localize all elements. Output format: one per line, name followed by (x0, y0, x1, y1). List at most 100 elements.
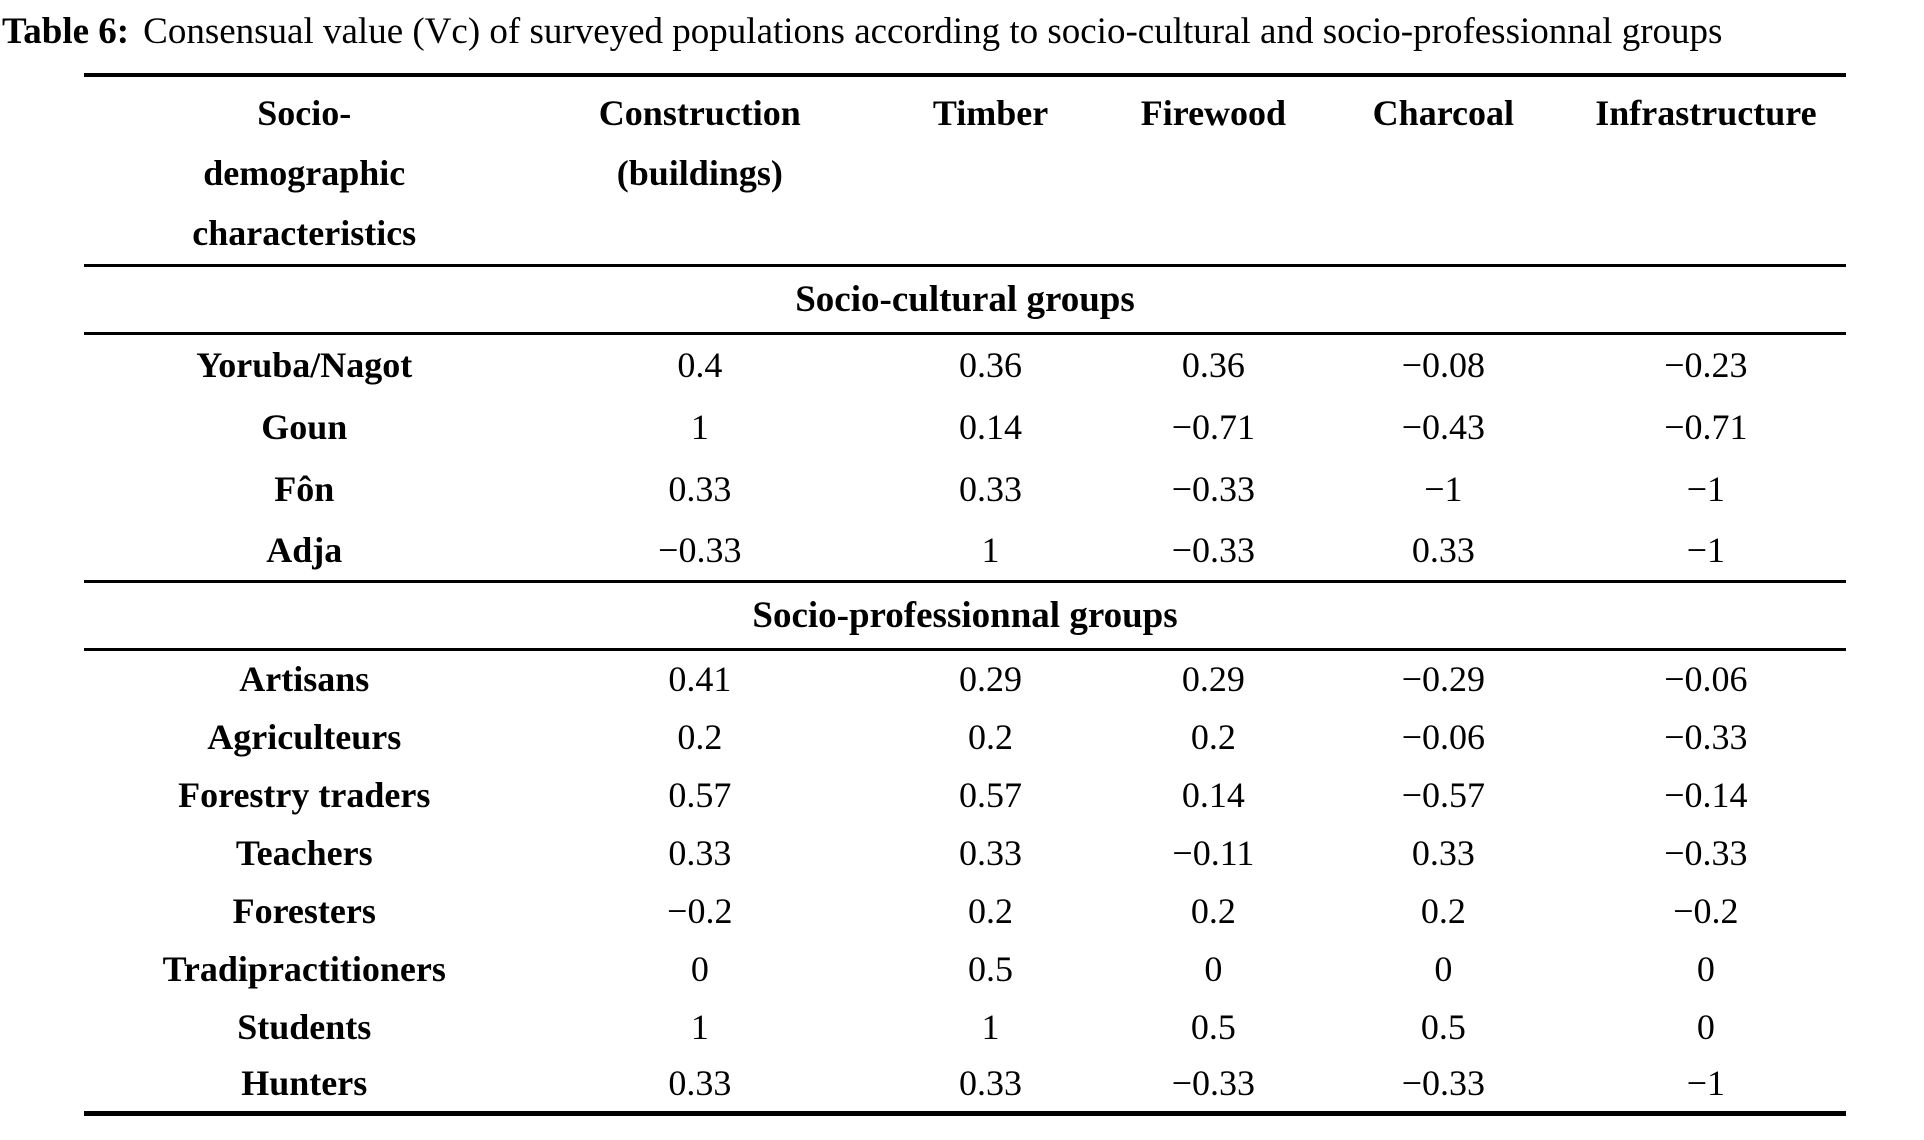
value-cell: 0.2 (968, 716, 1014, 757)
column-header-socio-demographic: Socio- demographic characteristics (84, 75, 525, 267)
value-cell: 0.2 (968, 890, 1014, 931)
row-label: Artisans (239, 659, 370, 700)
section-header-row: Socio-professionnal groups (84, 581, 1846, 651)
value-cell: −0.57 (1401, 774, 1485, 815)
value-cell: −0.33 (1171, 468, 1256, 509)
value-cell: −0.2 (667, 890, 733, 931)
row-label: Adja (84, 519, 525, 583)
value-cell: −1 (1686, 1063, 1726, 1104)
section-header-row: Socio-cultural groups (84, 265, 1846, 335)
table-row: Adja −0.33 1 −0.33 0.33 −1 (84, 519, 1846, 583)
value-cell: −1 (1686, 468, 1726, 509)
value-cell: 0.2 (1420, 890, 1466, 931)
table-row: Yoruba/Nagot 0.4 0.36 0.36 −0.08 −0.23 (84, 334, 1846, 396)
table-header: Socio- demographic characteristics Const… (84, 75, 1846, 267)
value-cell: −0.33 (1401, 1063, 1485, 1104)
value-cell: 0.4 (677, 345, 723, 386)
value-cell: 0.5 (1190, 1006, 1236, 1047)
section-socio-professionnal: Socio-professionnal groups Artisans 0.41 0… (84, 581, 1846, 1114)
value-cell: −0.71 (1664, 406, 1748, 447)
value-cell: 0 (690, 948, 709, 989)
value-cell: 0.33 (668, 1063, 732, 1104)
value-cell: −0.43 (1401, 406, 1485, 447)
column-header-charcoal: Charcoal (1320, 75, 1566, 267)
value-cell: −0.33 (524, 519, 876, 583)
table-row: Artisans 0.41 0.29 0.29 −0.29 −0.06 (84, 650, 1846, 708)
value-cell: −0.33 (1664, 716, 1748, 757)
value-cell: 1 (690, 406, 709, 447)
value-cell: 0.14 (959, 406, 1023, 447)
value-cell: 0.2 (677, 716, 723, 757)
column-header-timber: Timber (875, 75, 1106, 267)
value-cell: 0.14 (1181, 774, 1245, 815)
column-header-firewood: Firewood (1105, 75, 1321, 267)
row-label: Teachers (235, 832, 373, 873)
table-row: Agriculteurs 0.2 0.2 0.2 −0.06 −0.33 (84, 708, 1846, 766)
value-cell: −0.33 (1664, 832, 1748, 873)
value-cell: 1 (981, 1006, 1000, 1047)
value-cell: −0.14 (1664, 774, 1748, 815)
value-cell: 0.33 (959, 468, 1023, 509)
value-cell: 0.41 (668, 659, 732, 700)
value-cell: 1 (875, 519, 1106, 583)
value-cell: −0.11 (1172, 832, 1255, 873)
column-header-infrastructure: Infrastructure (1565, 75, 1846, 267)
row-label: Foresters (232, 890, 376, 931)
value-cell: 0.36 (959, 345, 1023, 386)
value-cell: 0 (1434, 948, 1453, 989)
value-cell: 0 (1696, 948, 1715, 989)
value-cell: 0.33 (668, 468, 732, 509)
row-label: Agriculteurs (207, 716, 402, 757)
value-cell: 0.33 (959, 832, 1023, 873)
value-cell: −0.29 (1401, 659, 1485, 700)
table-row: Goun 1 0.14 −0.71 −0.43 −0.71 (84, 396, 1846, 458)
section-header-socio-professionnal: Socio-professionnal groups (84, 581, 1846, 651)
value-cell: 0.33 (1411, 832, 1475, 873)
table-row: Hunters 0.33 0.33 −0.33 −0.33 −1 (84, 1056, 1846, 1114)
value-cell: −1 (1565, 519, 1846, 583)
value-cell: −1 (1424, 468, 1463, 509)
table-caption-text: Consensual value (Vc) of surveyed popula… (143, 11, 1723, 52)
value-cell: 0.2 (1190, 890, 1236, 931)
row-label: Yoruba/Nagot (196, 345, 413, 386)
value-cell: 0.5 (968, 948, 1014, 989)
value-cell: 0.33 (959, 1063, 1023, 1104)
value-cell: −0.33 (1171, 1063, 1256, 1104)
row-label: Students (237, 1006, 372, 1047)
row-label: Tradipractitioners (162, 948, 446, 989)
row-label: Hunters (241, 1063, 368, 1104)
value-cell: 0.29 (959, 659, 1023, 700)
section-header-socio-cultural: Socio-cultural groups (84, 265, 1846, 335)
value-cell: 1 (690, 1006, 709, 1047)
row-label: Fôn (274, 468, 335, 509)
table-row: Tradipractitioners 0 0.5 0 0 0 (84, 940, 1846, 998)
table-row: Fôn 0.33 0.33 −0.33 −1 −1 (84, 458, 1846, 520)
value-cell: 0.5 (1420, 1006, 1466, 1047)
value-cell: 0.33 (668, 832, 732, 873)
value-cell: −0.06 (1401, 716, 1485, 757)
value-cell: 0 (1696, 1006, 1715, 1047)
value-cell: 0.2 (1190, 716, 1236, 757)
column-header-construction: Construction (buildings) (524, 75, 876, 267)
section-socio-cultural: Socio-cultural groups Yoruba/Nagot 0.4 0.3… (84, 265, 1846, 583)
table-row: Students 1 1 0.5 0.5 0 (84, 998, 1846, 1056)
table-row: Teachers 0.33 0.33 −0.11 0.33 −0.33 (84, 824, 1846, 882)
value-cell: 0.36 (1181, 345, 1245, 386)
value-cell: −0.23 (1664, 345, 1748, 386)
value-cell: −0.2 (1673, 890, 1739, 931)
value-cell: 0.57 (668, 774, 732, 815)
consensual-value-table: Socio- demographic characteristics Const… (84, 73, 1846, 1116)
value-cell: −0.33 (1105, 519, 1321, 583)
table-caption: Table 6: Consensual value (Vc) of surveye… (0, 0, 1924, 54)
row-label: Forestry traders (178, 774, 431, 815)
value-cell: 0.29 (1181, 659, 1245, 700)
table-caption-label: Table 6: (2, 11, 130, 52)
table-row: Foresters −0.2 0.2 0.2 0.2 −0.2 (84, 882, 1846, 940)
row-label: Goun (261, 406, 348, 447)
value-cell: −0.08 (1401, 345, 1485, 386)
value-cell: 0.57 (959, 774, 1023, 815)
value-cell: 0.33 (1320, 519, 1566, 583)
value-cell: −0.06 (1664, 659, 1748, 700)
table-row: Forestry traders 0.57 0.57 0.14 −0.57 −0.14 (84, 766, 1846, 824)
